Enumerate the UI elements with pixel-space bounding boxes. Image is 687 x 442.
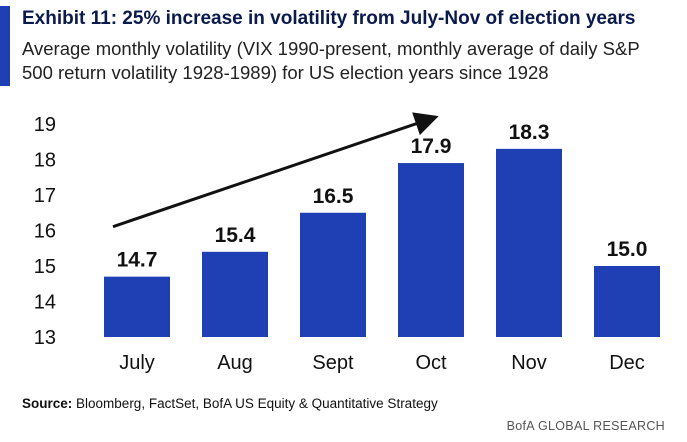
x-category-label: Sept: [312, 352, 354, 374]
bar-aug: [202, 251, 268, 337]
x-category-label: Nov: [511, 352, 547, 374]
bar-value-label: 15.4: [215, 224, 256, 247]
x-category-label: Dec: [609, 352, 645, 374]
source-label: Source:: [22, 396, 73, 411]
bar-value-label: 18.3: [509, 121, 550, 144]
bar-oct: [398, 163, 464, 337]
bar-nov: [496, 148, 562, 337]
trend-arrow: [112, 112, 439, 229]
bar-july: [104, 276, 170, 337]
y-tick-label: 17: [34, 185, 56, 207]
x-category-label: Oct: [415, 352, 447, 374]
bar-value-label: 17.9: [411, 135, 452, 158]
bar-value-label: 16.5: [313, 185, 354, 208]
bar-value-label: 14.7: [117, 249, 158, 272]
chart-subtitle: Average monthly volatility (VIX 1990-pre…: [22, 38, 640, 83]
source-note: Source: Bloomberg, FactSet, BofA US Equi…: [22, 396, 438, 411]
brand-label: BofA GLOBAL RESEARCH: [506, 419, 665, 433]
bar-dec: [594, 266, 660, 337]
x-category-label: July: [119, 352, 155, 374]
y-tick-label: 18: [34, 150, 56, 172]
title-accent-bar: [0, 6, 10, 86]
y-tick-label: 19: [34, 114, 56, 136]
source-text: Bloomberg, FactSet, BofA US Equity & Qua…: [76, 396, 438, 411]
y-tick-label: 13: [34, 327, 56, 349]
x-category-label: Aug: [217, 352, 253, 374]
y-tick-label: 14: [34, 292, 56, 314]
bar-sept: [300, 212, 366, 337]
bar-value-label: 15.0: [607, 238, 648, 261]
y-tick-label: 16: [34, 221, 56, 243]
chart-title: Exhibit 11: 25% increase in volatility f…: [22, 8, 636, 29]
bar-chart: 13 14 15 16 17 18 19 14.7 July 15.4 Aug 16.5 Sept 17.…: [34, 112, 660, 374]
y-tick-label: 15: [34, 256, 56, 278]
